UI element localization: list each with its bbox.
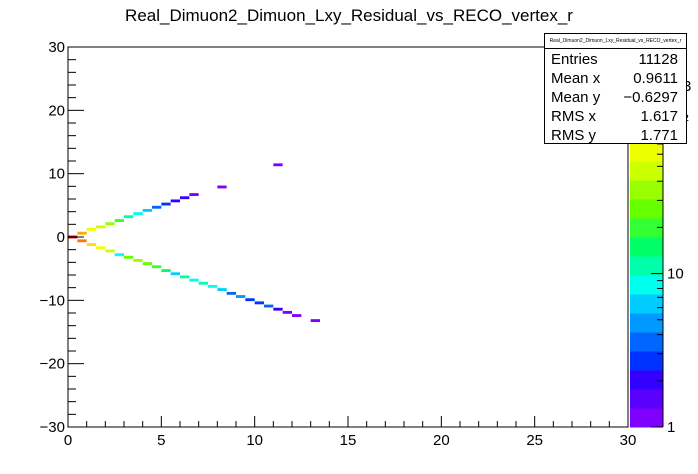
palette-swatch <box>630 332 663 352</box>
stats-row: RMS x 1.617 <box>551 107 678 127</box>
bin-28 <box>208 284 218 288</box>
palette-swatch <box>630 408 663 428</box>
palette-swatch <box>630 351 663 371</box>
bin-29 <box>217 185 227 189</box>
stats-label: RMS x <box>551 108 596 125</box>
bin-5 <box>96 225 106 229</box>
z-exponent-label: 3 <box>683 78 691 95</box>
bin-30 <box>217 288 227 291</box>
bin-16 <box>142 262 152 266</box>
z-tick-label: 10 <box>667 266 684 283</box>
bin-35 <box>264 304 274 308</box>
bin-17 <box>152 205 162 209</box>
palette-swatch <box>630 142 663 162</box>
bin-12 <box>124 255 134 259</box>
x-tick-label: 0 <box>64 432 72 449</box>
stats-label: Mean y <box>551 89 601 106</box>
x-tick-label: 20 <box>433 432 450 449</box>
bin-4 <box>86 243 96 247</box>
palette-swatch <box>630 218 663 238</box>
y-tick-label: 10 <box>48 166 65 183</box>
bin-31 <box>226 291 236 295</box>
bin-13 <box>133 212 143 215</box>
y-tick-label: −30 <box>40 419 65 436</box>
bin-23 <box>180 196 190 200</box>
chart-title: Real_Dimuon2_Dimuon_Lxy_Residual_vs_RECO… <box>125 6 573 25</box>
bin-26 <box>189 278 199 282</box>
bin-34 <box>254 301 264 305</box>
stats-label: Mean x <box>551 70 601 87</box>
stats-row: Entries 11128 <box>551 50 678 70</box>
x-tick-label: 25 <box>526 432 543 449</box>
bin-37 <box>273 307 283 311</box>
bin-38 <box>282 310 292 314</box>
bin-8 <box>105 249 115 253</box>
stats-value: 11128 <box>638 51 679 68</box>
bin-40 <box>310 319 320 323</box>
bin-10 <box>114 253 124 257</box>
bin-20 <box>161 269 171 272</box>
stats-label: Entries <box>551 51 598 68</box>
stats-value: 1.771 <box>640 127 678 144</box>
bin-27 <box>198 281 208 285</box>
bin-32 <box>236 295 246 298</box>
z-tick-label: 1 <box>667 419 675 436</box>
palette-swatch <box>630 180 663 200</box>
palette-swatch <box>630 389 663 409</box>
stats-value: 0.9611 <box>633 70 678 87</box>
bin-39 <box>292 314 302 317</box>
stats-box: Real_Dimuon2_Dimuon_Lxy_Residual_vs_RECO… <box>544 33 687 144</box>
y-tick-label: 20 <box>48 102 65 119</box>
bin-14 <box>133 259 143 262</box>
stats-label: RMS y <box>551 127 596 144</box>
y-tick-label: −10 <box>40 292 65 309</box>
x-tick-label: 10 <box>246 432 263 449</box>
bin-6 <box>96 246 106 250</box>
bin-11 <box>124 215 134 219</box>
palette-swatch <box>630 275 663 295</box>
bin-36 <box>273 163 283 167</box>
palette-swatch <box>630 237 663 257</box>
stats-row: Mean y −0.6297 <box>551 88 678 108</box>
bin-15 <box>142 208 152 212</box>
bin-21 <box>170 199 180 203</box>
bin-24 <box>180 275 190 279</box>
stats-value: 1.617 <box>640 108 678 125</box>
y-axis: 30 20 10 0 −10 −20 −30 <box>40 39 84 436</box>
bin-25 <box>189 193 199 196</box>
bin-19 <box>161 202 171 206</box>
bin-33 <box>245 298 255 302</box>
bin-1 <box>77 231 87 235</box>
y-tick-label: 0 <box>57 229 65 246</box>
bin-7 <box>105 222 115 226</box>
palette-swatch <box>630 161 663 181</box>
palette-swatch <box>630 370 663 390</box>
stats-row: RMS y 1.771 <box>551 126 678 146</box>
palette-swatch <box>630 313 663 333</box>
x-tick-label: 15 <box>340 432 357 449</box>
bin-2 <box>77 239 87 243</box>
x-tick-label: 30 <box>620 432 637 449</box>
palette-swatch <box>630 294 663 314</box>
y-tick-label: 30 <box>48 39 65 56</box>
bin-22 <box>170 272 180 276</box>
stats-row: Mean x 0.9611 <box>551 69 678 89</box>
palette-swatch <box>630 256 663 276</box>
stats-title: Real_Dimuon2_Dimuon_Lxy_Residual_vs_RECO… <box>545 34 686 49</box>
bin-3 <box>86 227 96 231</box>
bin-9 <box>114 219 124 222</box>
bins-layer <box>68 163 320 323</box>
y-tick-label: −20 <box>40 356 65 373</box>
palette-swatch <box>630 199 663 219</box>
bin-18 <box>152 265 162 269</box>
x-tick-label: 5 <box>157 432 165 449</box>
x-axis: 0 5 10 15 20 25 30 <box>64 416 637 449</box>
stats-value: −0.6297 <box>623 89 678 106</box>
